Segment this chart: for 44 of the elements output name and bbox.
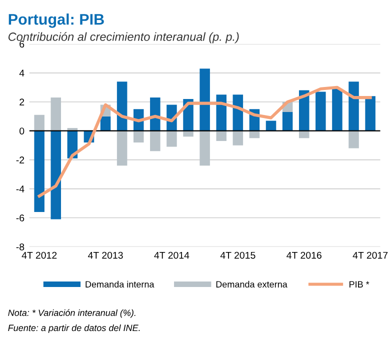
y-tick-label: 0	[20, 128, 24, 134]
text: Nota: * Variación interanual (%).	[8, 309, 136, 318]
legend-label: PIB *	[350, 281, 370, 288]
x-tick-label: 4T 2017	[352, 252, 388, 259]
bar	[100, 116, 111, 131]
bar	[50, 98, 62, 131]
chart-title: Portugal: PIB	[8, 14, 104, 28]
y-tick-label: -6	[16, 214, 24, 222]
bar	[348, 82, 359, 131]
bar	[34, 114, 44, 131]
bar	[282, 112, 293, 131]
bar	[34, 130, 44, 212]
bar	[216, 94, 226, 131]
x-tick-label: 4T 2014	[154, 252, 190, 259]
bar	[116, 82, 128, 131]
y-tick-label: 4	[19, 70, 24, 76]
legend-label: Demanda externa	[216, 280, 288, 288]
bar	[50, 130, 62, 220]
x-tick-label: 4T 2012	[22, 252, 57, 259]
x-tick-label: 4T 2016	[286, 252, 322, 259]
bar	[232, 130, 244, 146]
y-tick-label: -2	[16, 156, 24, 164]
bar	[348, 130, 359, 148]
y-tick-label: -8	[16, 243, 24, 250]
bar	[150, 98, 160, 131]
y-tick-label: 6	[20, 40, 24, 48]
legend-label: Demanda interna	[86, 280, 154, 288]
line-series	[38, 86, 372, 198]
y-tick-label: -4	[16, 186, 24, 192]
bar	[166, 130, 177, 147]
bar	[150, 130, 160, 152]
bar	[133, 130, 144, 142]
y-tick-label: 2	[20, 98, 24, 106]
bar	[200, 68, 210, 131]
source-note: Fuente: a partir de datos del INE.	[8, 324, 140, 333]
bar	[332, 88, 342, 131]
bar	[216, 130, 226, 141]
bar	[200, 130, 210, 166]
x-tick-label: 4T 2015	[220, 252, 256, 259]
bar	[266, 120, 276, 131]
bar	[365, 96, 376, 131]
x-tick-label: 4T 2013	[88, 252, 123, 259]
bar	[116, 130, 128, 166]
bar	[316, 92, 326, 131]
